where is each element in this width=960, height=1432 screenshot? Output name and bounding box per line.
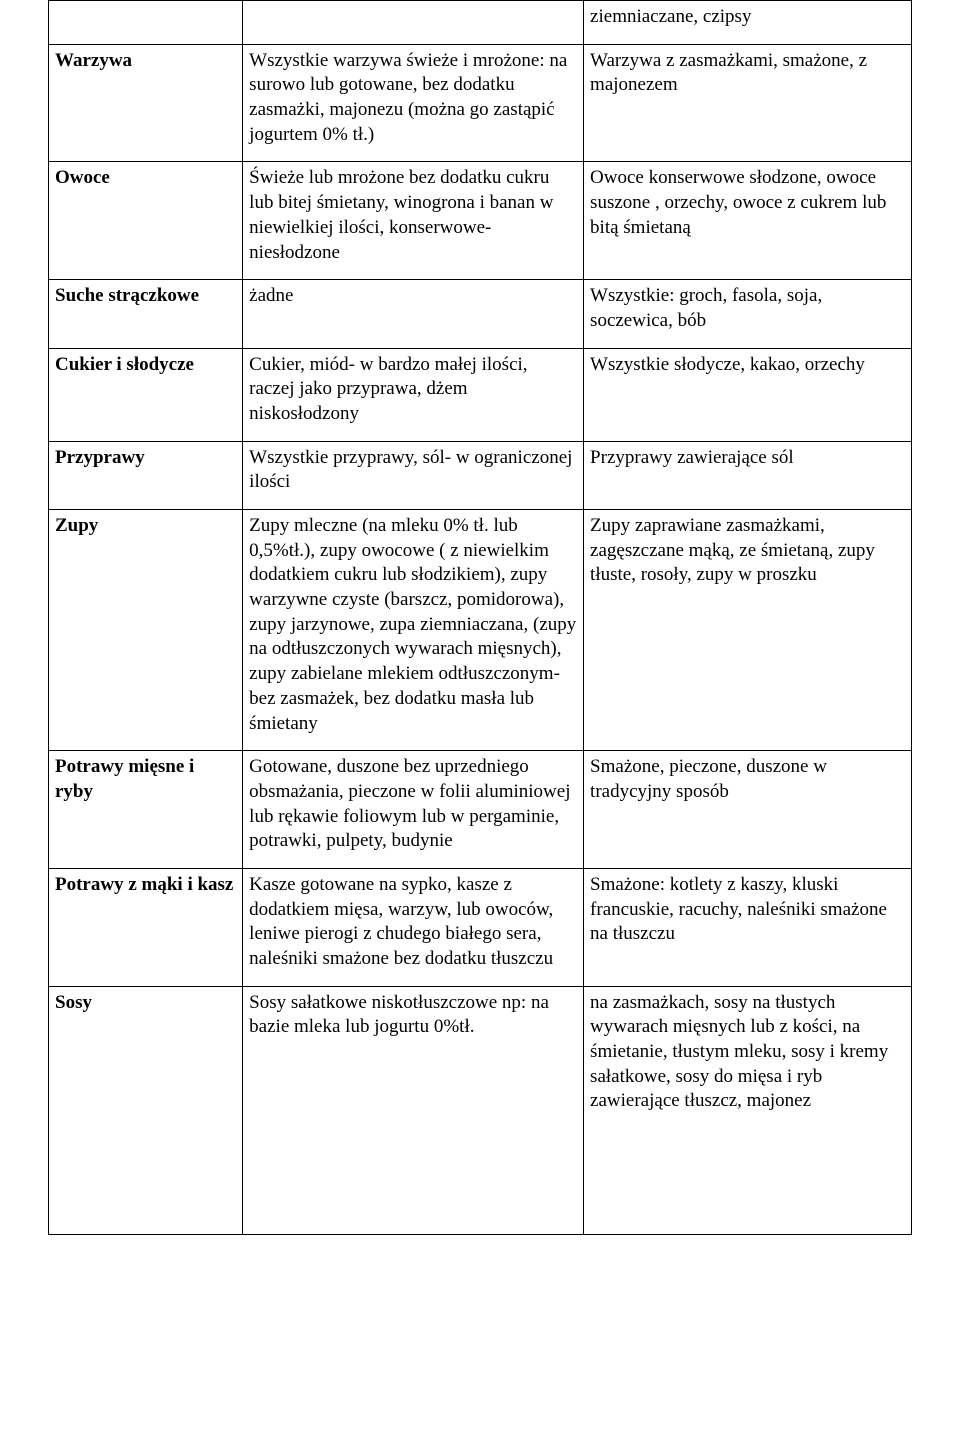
table-row: Potrawy z mąki i kasz Kasze gotowane na … (49, 868, 912, 986)
row-allowed: Gotowane, duszone bez uprzedniego obsmaż… (243, 751, 584, 869)
row-not-allowed: Warzywa z zasmażkami, smażone, z majonez… (584, 44, 912, 162)
table-row: Potrawy mięsne i ryby Gotowane, duszone … (49, 751, 912, 869)
row-allowed: Wszystkie przyprawy, sól- w ograniczonej… (243, 441, 584, 509)
row-allowed: żadne (243, 280, 584, 348)
row-allowed: Kasze gotowane na sypko, kasze z dodatki… (243, 868, 584, 986)
table-row: Suche strączkowe żadne Wszystkie: groch,… (49, 280, 912, 348)
row-not-allowed: Przyprawy zawierające sól (584, 441, 912, 509)
table-row: ziemniaczane, czipsy (49, 1, 912, 45)
row-label: Przyprawy (49, 441, 243, 509)
row-allowed (243, 1, 584, 45)
table-row: Zupy Zupy mleczne (na mleku 0% tł. lub 0… (49, 510, 912, 751)
row-label: Cukier i słodycze (49, 348, 243, 441)
row-allowed: Cukier, miód- w bardzo małej ilości, rac… (243, 348, 584, 441)
page: ziemniaczane, czipsy Warzywa Wszystkie w… (0, 0, 960, 1283)
table-row: Cukier i słodycze Cukier, miód- w bardzo… (49, 348, 912, 441)
row-label: Potrawy z mąki i kasz (49, 868, 243, 986)
row-label: Zupy (49, 510, 243, 751)
row-allowed: Świeże lub mrożone bez dodatku cukru lub… (243, 162, 584, 280)
table-row: Przyprawy Wszystkie przyprawy, sól- w og… (49, 441, 912, 509)
row-label (49, 1, 243, 45)
row-label: Warzywa (49, 44, 243, 162)
table-row: Sosy Sosy sałatkowe niskotłuszczowe np: … (49, 986, 912, 1234)
row-allowed: Sosy sałatkowe niskotłuszczowe np: na ba… (243, 986, 584, 1234)
row-label: Sosy (49, 986, 243, 1234)
row-label: Potrawy mięsne i ryby (49, 751, 243, 869)
row-not-allowed: Smażone, pieczone, duszone w tradycyjny … (584, 751, 912, 869)
row-not-allowed: Wszystkie: groch, fasola, soja, soczewic… (584, 280, 912, 348)
row-allowed: Wszystkie warzywa świeże i mrożone: na s… (243, 44, 584, 162)
row-label: Suche strączkowe (49, 280, 243, 348)
row-allowed: Zupy mleczne (na mleku 0% tł. lub 0,5%tł… (243, 510, 584, 751)
table-row: Owoce Świeże lub mrożone bez dodatku cuk… (49, 162, 912, 280)
row-not-allowed: Owoce konserwowe słodzone, owoce suszone… (584, 162, 912, 280)
row-not-allowed: Zupy zaprawiane zasmażkami, zagęszczane … (584, 510, 912, 751)
row-not-allowed: Smażone: kotlety z kaszy, kluski francus… (584, 868, 912, 986)
row-not-allowed: ziemniaczane, czipsy (584, 1, 912, 45)
diet-table: ziemniaczane, czipsy Warzywa Wszystkie w… (48, 0, 912, 1235)
row-not-allowed: na zasmażkach, sosy na tłustych wywarach… (584, 986, 912, 1234)
diet-table-body: ziemniaczane, czipsy Warzywa Wszystkie w… (49, 1, 912, 1235)
table-row: Warzywa Wszystkie warzywa świeże i mrożo… (49, 44, 912, 162)
row-not-allowed: Wszystkie słodycze, kakao, orzechy (584, 348, 912, 441)
row-label: Owoce (49, 162, 243, 280)
